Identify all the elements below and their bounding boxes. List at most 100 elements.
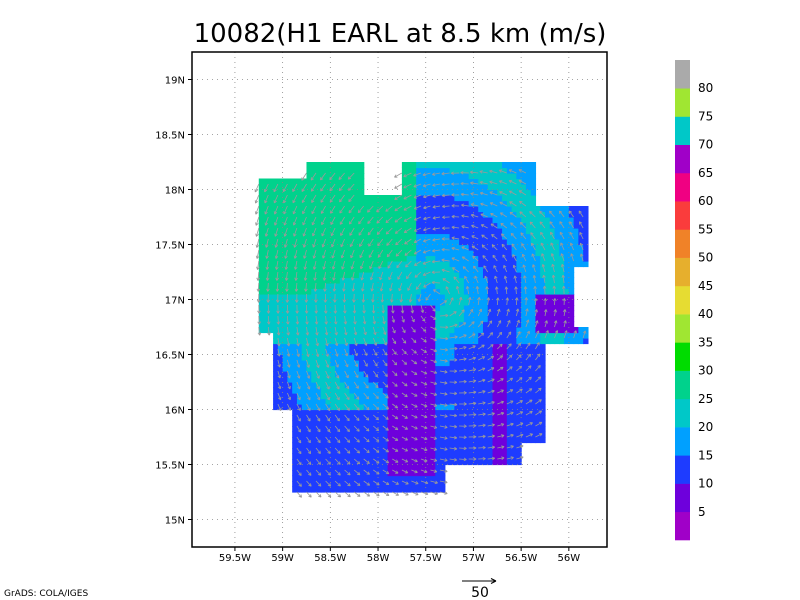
speed-cell <box>316 250 322 257</box>
speed-cell <box>473 200 479 207</box>
wind-arrow <box>492 254 498 262</box>
wind-arrow <box>358 216 365 225</box>
speed-cell <box>335 349 341 356</box>
speed-cell <box>564 299 570 306</box>
speed-cell <box>473 244 479 251</box>
wind-arrow <box>562 285 566 295</box>
wind-arrow <box>449 358 458 362</box>
speed-cell <box>392 420 398 427</box>
speed-cell <box>387 239 393 246</box>
speed-cell <box>497 162 503 169</box>
speed-cell <box>268 228 274 235</box>
speed-cell <box>397 222 403 229</box>
speed-cell <box>492 404 498 411</box>
speed-cell <box>344 294 351 301</box>
speed-cell <box>339 371 346 378</box>
speed-cell <box>416 398 422 405</box>
speed-cell <box>268 321 274 328</box>
speed-cell <box>411 299 417 306</box>
speed-cell <box>296 464 303 471</box>
speed-cell <box>316 288 322 295</box>
speed-cell <box>387 453 393 460</box>
speed-cell <box>478 409 484 416</box>
wind-arrow <box>285 282 289 292</box>
speed-cell <box>454 244 460 251</box>
speed-cell <box>258 222 265 229</box>
speed-cell <box>468 382 475 389</box>
wind-arrow <box>559 221 565 229</box>
speed-cell <box>525 173 532 180</box>
speed-cell <box>420 349 427 356</box>
wind-arrow <box>401 348 407 355</box>
speed-cell <box>277 200 284 207</box>
speed-cell <box>258 228 265 235</box>
speed-cell <box>430 398 436 405</box>
speed-cell <box>292 316 298 323</box>
speed-cell <box>463 189 470 196</box>
speed-cell <box>301 426 308 433</box>
speed-cell <box>301 409 308 416</box>
speed-cell <box>430 360 436 367</box>
speed-cell <box>459 393 465 400</box>
speed-cell <box>497 332 503 339</box>
speed-cell <box>502 426 508 433</box>
speed-cell <box>449 420 455 427</box>
wind-arrow <box>276 304 280 314</box>
speed-cell <box>306 464 312 471</box>
speed-cell <box>263 299 269 306</box>
speed-cell <box>449 162 455 169</box>
wind-arrow <box>459 446 467 451</box>
speed-cell <box>287 349 293 356</box>
speed-cell <box>320 189 327 196</box>
speed-cell <box>268 184 274 191</box>
speed-cell <box>535 310 541 317</box>
wind-arrow <box>265 249 269 259</box>
wind-arrow <box>325 491 332 498</box>
speed-cell <box>492 371 498 378</box>
colorbar-label: 35 <box>698 335 713 349</box>
speed-cell <box>282 299 288 306</box>
wind-arrow <box>459 357 467 361</box>
wind-arrow <box>433 289 441 295</box>
speed-cell <box>387 481 393 488</box>
speed-cell <box>306 310 312 317</box>
speed-cell <box>378 294 384 301</box>
wind-arrow <box>411 425 418 430</box>
speed-cell <box>349 178 355 185</box>
speed-cell <box>420 200 427 207</box>
speed-cell <box>502 228 508 235</box>
wind-arrow <box>439 336 449 341</box>
speed-cell <box>544 255 551 262</box>
speed-cell <box>468 431 475 438</box>
speed-cell <box>354 250 360 257</box>
wind-arrow <box>506 411 514 416</box>
speed-cell <box>344 189 351 196</box>
wind-arrow <box>296 337 300 347</box>
speed-cell <box>354 261 360 268</box>
speed-cell <box>430 459 436 466</box>
speed-cell <box>258 200 265 207</box>
speed-cell <box>320 244 327 251</box>
speed-cell <box>273 272 279 279</box>
speed-cell <box>358 310 365 317</box>
speed-cell <box>301 283 308 290</box>
speed-cell <box>502 393 508 400</box>
x-tick-label: 59W <box>271 553 294 564</box>
speed-cell <box>363 305 370 312</box>
speed-cell <box>487 173 494 180</box>
speed-cell <box>449 294 455 301</box>
speed-cell <box>368 486 374 493</box>
speed-cell <box>454 283 460 290</box>
speed-cell <box>530 178 537 185</box>
speed-cell <box>282 294 288 301</box>
speed-cell <box>292 321 298 328</box>
wind-arrow <box>519 211 527 218</box>
speed-cell <box>430 173 436 180</box>
speed-cell <box>292 475 298 482</box>
speed-cell <box>292 486 298 493</box>
speed-cell <box>287 277 293 284</box>
y-tick-label: 19N <box>165 76 185 87</box>
wind-arrow <box>420 315 426 322</box>
wind-arrow <box>439 359 448 363</box>
speed-cell <box>440 283 446 290</box>
